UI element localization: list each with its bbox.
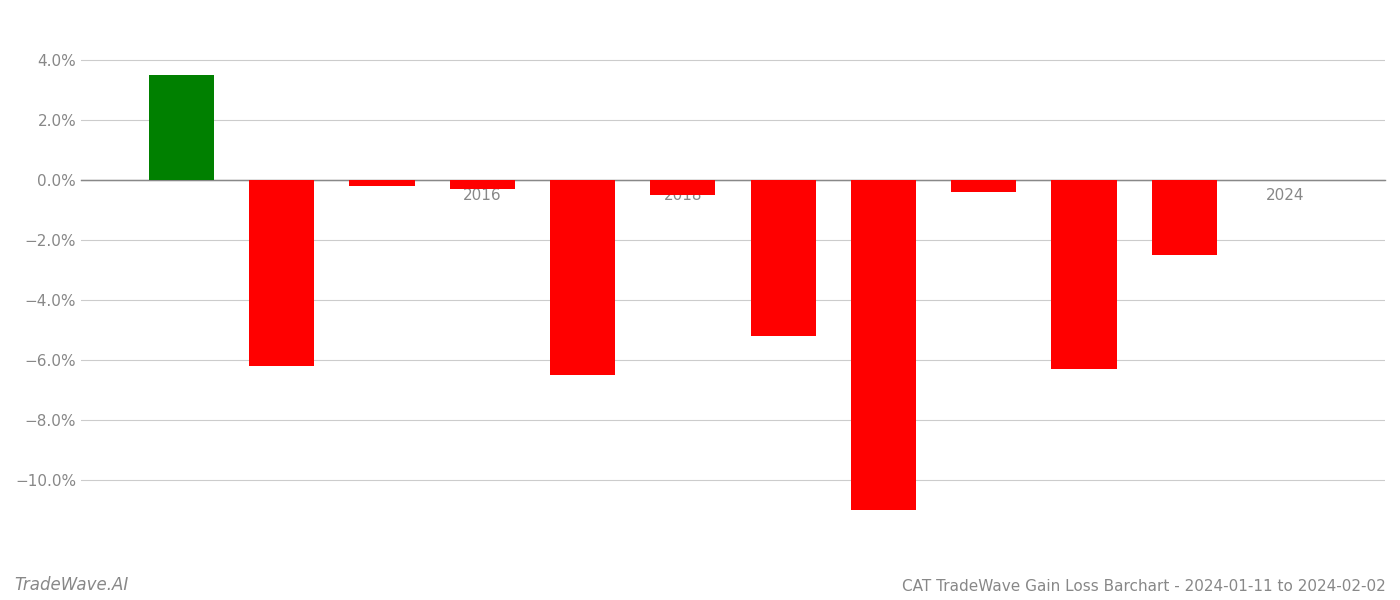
Bar bbox=[148, 75, 214, 180]
Bar bbox=[350, 180, 414, 186]
Bar bbox=[1051, 180, 1117, 369]
Bar bbox=[650, 180, 715, 195]
Bar bbox=[550, 180, 615, 375]
Text: CAT TradeWave Gain Loss Barchart - 2024-01-11 to 2024-02-02: CAT TradeWave Gain Loss Barchart - 2024-… bbox=[902, 579, 1386, 594]
Bar bbox=[1152, 180, 1217, 255]
Bar bbox=[851, 180, 916, 510]
Bar bbox=[750, 180, 816, 336]
Text: TradeWave.AI: TradeWave.AI bbox=[14, 576, 129, 594]
Bar bbox=[249, 180, 314, 366]
Bar bbox=[449, 180, 515, 189]
Bar bbox=[951, 180, 1016, 192]
